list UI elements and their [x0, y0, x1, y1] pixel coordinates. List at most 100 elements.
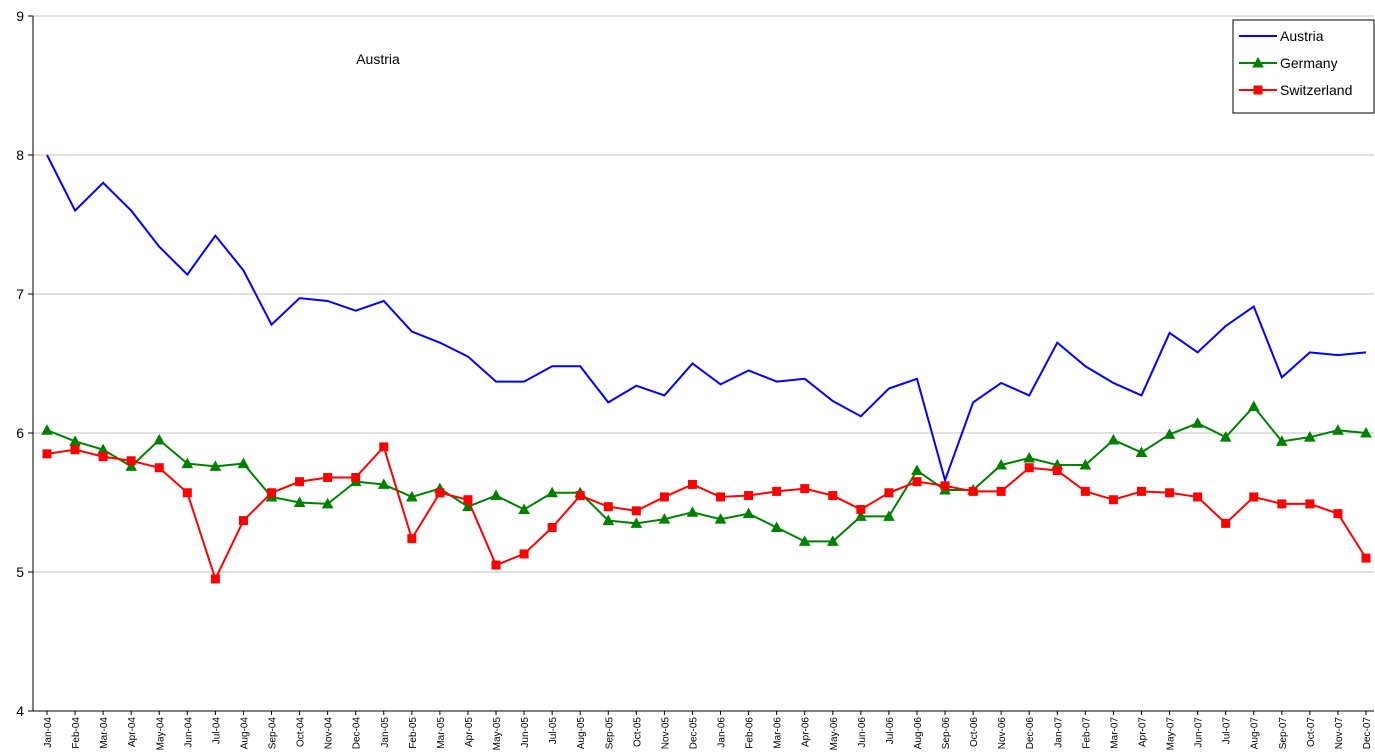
x-tick-label: Apr-06 [801, 717, 812, 747]
data-point [1275, 435, 1288, 446]
data-point [1135, 446, 1148, 457]
data-point [575, 491, 585, 501]
data-point [1333, 509, 1343, 519]
series-line [46, 154, 1367, 484]
series-line [46, 405, 1367, 543]
data-point [659, 492, 669, 502]
x-tick-label: Oct-05 [632, 717, 643, 747]
data-point [1052, 466, 1062, 476]
data-point [519, 549, 529, 559]
x-tick-label: Aug-05 [576, 717, 587, 750]
data-point [293, 496, 306, 507]
x-tick-label: Feb-04 [71, 717, 82, 749]
legend-label: Austria [1280, 28, 1324, 44]
data-point [1247, 400, 1260, 412]
data-point [940, 481, 950, 491]
y-tick-label: 8 [16, 147, 24, 163]
x-tick-label: Jul-05 [548, 717, 559, 745]
data-point [181, 457, 194, 469]
data-point [911, 464, 923, 476]
data-point [856, 504, 866, 514]
x-tick-label: Jan-07 [1053, 717, 1064, 748]
data-point [1165, 488, 1175, 498]
legend-label: Germany [1280, 55, 1338, 71]
data-point [742, 507, 755, 519]
data-point [770, 521, 783, 533]
data-point [1108, 495, 1118, 505]
data-point [995, 458, 1008, 470]
x-tick-label: Sep-04 [268, 717, 279, 750]
x-tick-label: Sep-06 [941, 717, 952, 750]
x-tick-label: Nov-05 [660, 717, 671, 750]
data-point [855, 510, 867, 521]
data-point [491, 560, 501, 570]
data-point [884, 488, 894, 498]
x-tick-label: Aug-07 [1250, 717, 1261, 750]
data-point [547, 523, 557, 533]
x-tick-label: Jul-06 [885, 717, 896, 745]
x-tick-label: Apr-07 [1137, 717, 1148, 747]
legend-marker [1253, 85, 1263, 95]
data-point [546, 486, 558, 498]
data-point [209, 460, 222, 471]
data-point [630, 517, 643, 528]
data-point [351, 472, 361, 482]
data-point [828, 491, 838, 501]
data-point [1360, 426, 1372, 438]
data-point [603, 502, 613, 512]
x-tick-label: Dec-07 [1362, 717, 1373, 750]
data-point [1107, 433, 1120, 445]
data-point [125, 460, 138, 471]
x-tick-label: Jun-04 [183, 717, 194, 748]
data-point [798, 535, 811, 546]
data-point [98, 452, 108, 462]
data-point [1304, 431, 1316, 442]
x-tick-label: Jul-04 [211, 717, 222, 745]
series-line [46, 444, 1367, 582]
data-point [1221, 518, 1231, 528]
x-tick-label: Jan-05 [380, 717, 391, 748]
x-tick-label: May-06 [829, 717, 840, 751]
data-point [912, 477, 922, 487]
data-point [407, 534, 417, 544]
data-point [435, 488, 445, 498]
data-point [744, 491, 754, 501]
x-tick-label: Dec-04 [352, 717, 363, 750]
x-tick-label: Mar-04 [99, 717, 110, 749]
x-tick-label: Aug-06 [913, 717, 924, 750]
data-point [153, 433, 166, 445]
data-point [687, 479, 697, 489]
data-point [714, 513, 727, 524]
data-point [379, 442, 389, 452]
data-point [800, 484, 810, 494]
x-tick-label: Sep-05 [604, 717, 615, 750]
data-point [1191, 417, 1204, 428]
x-tick-label: Oct-07 [1306, 717, 1317, 747]
x-tick-label: May-04 [155, 717, 166, 751]
x-tick-label: Dec-05 [688, 717, 699, 750]
data-point [996, 486, 1006, 496]
data-point [883, 510, 895, 521]
data-point [238, 516, 248, 526]
data-point [1193, 492, 1203, 502]
data-point [377, 478, 390, 489]
data-point [1305, 499, 1315, 509]
data-point [1361, 553, 1371, 563]
x-tick-label: Mar-07 [1109, 717, 1120, 749]
data-point [463, 495, 473, 505]
x-tick-label: Nov-04 [324, 717, 335, 750]
data-point [1163, 428, 1176, 439]
data-point [602, 514, 615, 526]
y-tick-label: 5 [16, 564, 24, 580]
data-point [295, 477, 305, 487]
data-point [42, 449, 52, 459]
legend-label: Switzerland [1280, 82, 1352, 98]
x-tick-label: Feb-07 [1081, 717, 1092, 749]
data-point [154, 463, 164, 473]
y-tick-label: 6 [16, 425, 24, 441]
data-point [1332, 424, 1344, 435]
y-tick-label: 4 [16, 703, 24, 719]
data-point [1219, 431, 1232, 442]
x-tick-label: Nov-07 [1334, 717, 1345, 750]
